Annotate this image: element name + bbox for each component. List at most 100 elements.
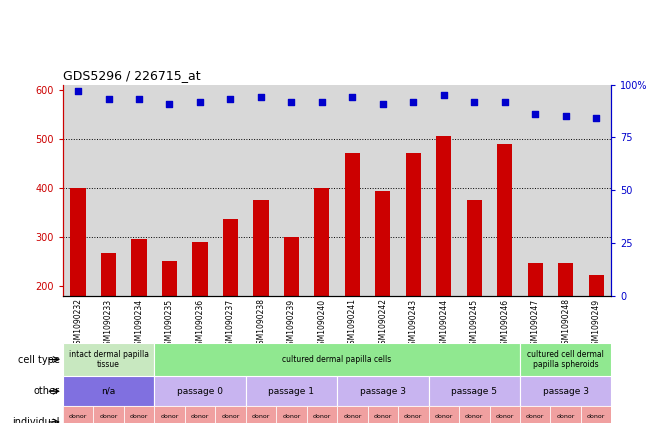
Bar <box>154 343 520 376</box>
Point <box>103 96 114 103</box>
Text: donor: donor <box>69 414 87 419</box>
Text: donor: donor <box>313 414 331 419</box>
Bar <box>581 406 611 423</box>
Bar <box>490 406 520 423</box>
Bar <box>71 188 86 296</box>
Bar <box>558 263 573 296</box>
Point <box>225 96 236 103</box>
Text: GSM1090243: GSM1090243 <box>408 299 418 349</box>
Text: GSM1090237: GSM1090237 <box>226 299 235 349</box>
Text: donor: donor <box>130 414 148 419</box>
Text: GSM1090245: GSM1090245 <box>470 299 479 349</box>
Text: GSM1090239: GSM1090239 <box>287 299 296 349</box>
Point <box>561 113 571 120</box>
Text: GSM1090235: GSM1090235 <box>165 299 174 349</box>
Point <box>347 94 358 101</box>
Point <box>134 96 144 103</box>
Bar <box>215 406 246 423</box>
Text: GSM1090236: GSM1090236 <box>196 299 204 349</box>
Text: passage 5: passage 5 <box>451 387 497 396</box>
Text: cultured dermal papilla cells: cultured dermal papilla cells <box>282 355 392 364</box>
Bar <box>520 343 611 376</box>
Bar <box>406 154 421 296</box>
Text: donor: donor <box>496 414 514 419</box>
Bar <box>551 406 581 423</box>
Text: GSM1090233: GSM1090233 <box>104 299 113 349</box>
Text: GSM1090242: GSM1090242 <box>378 299 387 349</box>
Text: donor: donor <box>557 414 575 419</box>
Bar <box>588 275 603 296</box>
Bar <box>246 406 276 423</box>
Bar <box>520 376 611 406</box>
Bar <box>253 200 268 296</box>
Bar <box>307 406 337 423</box>
Text: donor: donor <box>191 414 209 419</box>
Text: donor: donor <box>343 414 362 419</box>
Point <box>164 100 175 107</box>
Bar <box>93 406 124 423</box>
Text: GSM1090249: GSM1090249 <box>592 299 601 349</box>
Bar <box>497 144 512 296</box>
Point <box>377 100 388 107</box>
Text: GSM1090232: GSM1090232 <box>73 299 83 349</box>
Bar <box>184 406 215 423</box>
Text: cell type: cell type <box>18 354 59 365</box>
Bar <box>368 406 398 423</box>
Point <box>591 115 602 122</box>
Bar <box>314 188 329 296</box>
Bar <box>337 406 368 423</box>
Bar <box>398 406 428 423</box>
Bar <box>63 343 154 376</box>
Text: cultured cell dermal
papilla spheroids: cultured cell dermal papilla spheroids <box>527 350 604 369</box>
Bar <box>132 239 147 296</box>
Bar <box>101 253 116 296</box>
Text: GSM1090248: GSM1090248 <box>561 299 570 349</box>
Point <box>500 98 510 105</box>
Bar <box>162 261 177 296</box>
Bar <box>63 406 93 423</box>
Text: other: other <box>34 386 59 396</box>
Point <box>256 94 266 101</box>
Bar <box>192 242 208 296</box>
Bar <box>154 406 184 423</box>
Text: GSM1090234: GSM1090234 <box>134 299 143 349</box>
Text: passage 0: passage 0 <box>177 387 223 396</box>
Point <box>317 98 327 105</box>
Text: GSM1090241: GSM1090241 <box>348 299 357 349</box>
Bar <box>124 406 154 423</box>
Bar <box>276 406 307 423</box>
Point <box>286 98 297 105</box>
Point <box>408 98 418 105</box>
Bar <box>154 376 246 406</box>
Bar <box>375 191 391 296</box>
Text: n/a: n/a <box>101 387 116 396</box>
Text: donor: donor <box>252 414 270 419</box>
Text: donor: donor <box>99 414 118 419</box>
Text: donor: donor <box>373 414 392 419</box>
Text: donor: donor <box>160 414 178 419</box>
Text: donor: donor <box>465 414 483 419</box>
Point <box>195 98 206 105</box>
Bar <box>63 376 154 406</box>
Bar <box>428 376 520 406</box>
Bar <box>337 376 428 406</box>
Text: GSM1090246: GSM1090246 <box>500 299 509 349</box>
Point <box>469 98 480 105</box>
Text: intact dermal papilla
tissue: intact dermal papilla tissue <box>69 350 149 369</box>
Text: GDS5296 / 226715_at: GDS5296 / 226715_at <box>63 69 200 82</box>
Bar <box>284 237 299 296</box>
Bar <box>345 154 360 296</box>
Text: donor: donor <box>434 414 453 419</box>
Bar <box>223 220 238 296</box>
Text: individual: individual <box>12 417 59 423</box>
Point <box>73 88 83 94</box>
Text: donor: donor <box>526 414 545 419</box>
Text: passage 3: passage 3 <box>543 387 589 396</box>
Text: donor: donor <box>404 414 422 419</box>
Bar <box>520 406 551 423</box>
Text: passage 1: passage 1 <box>268 387 315 396</box>
Bar <box>436 136 451 296</box>
Point <box>530 111 541 118</box>
Bar <box>246 376 337 406</box>
Point <box>438 92 449 99</box>
